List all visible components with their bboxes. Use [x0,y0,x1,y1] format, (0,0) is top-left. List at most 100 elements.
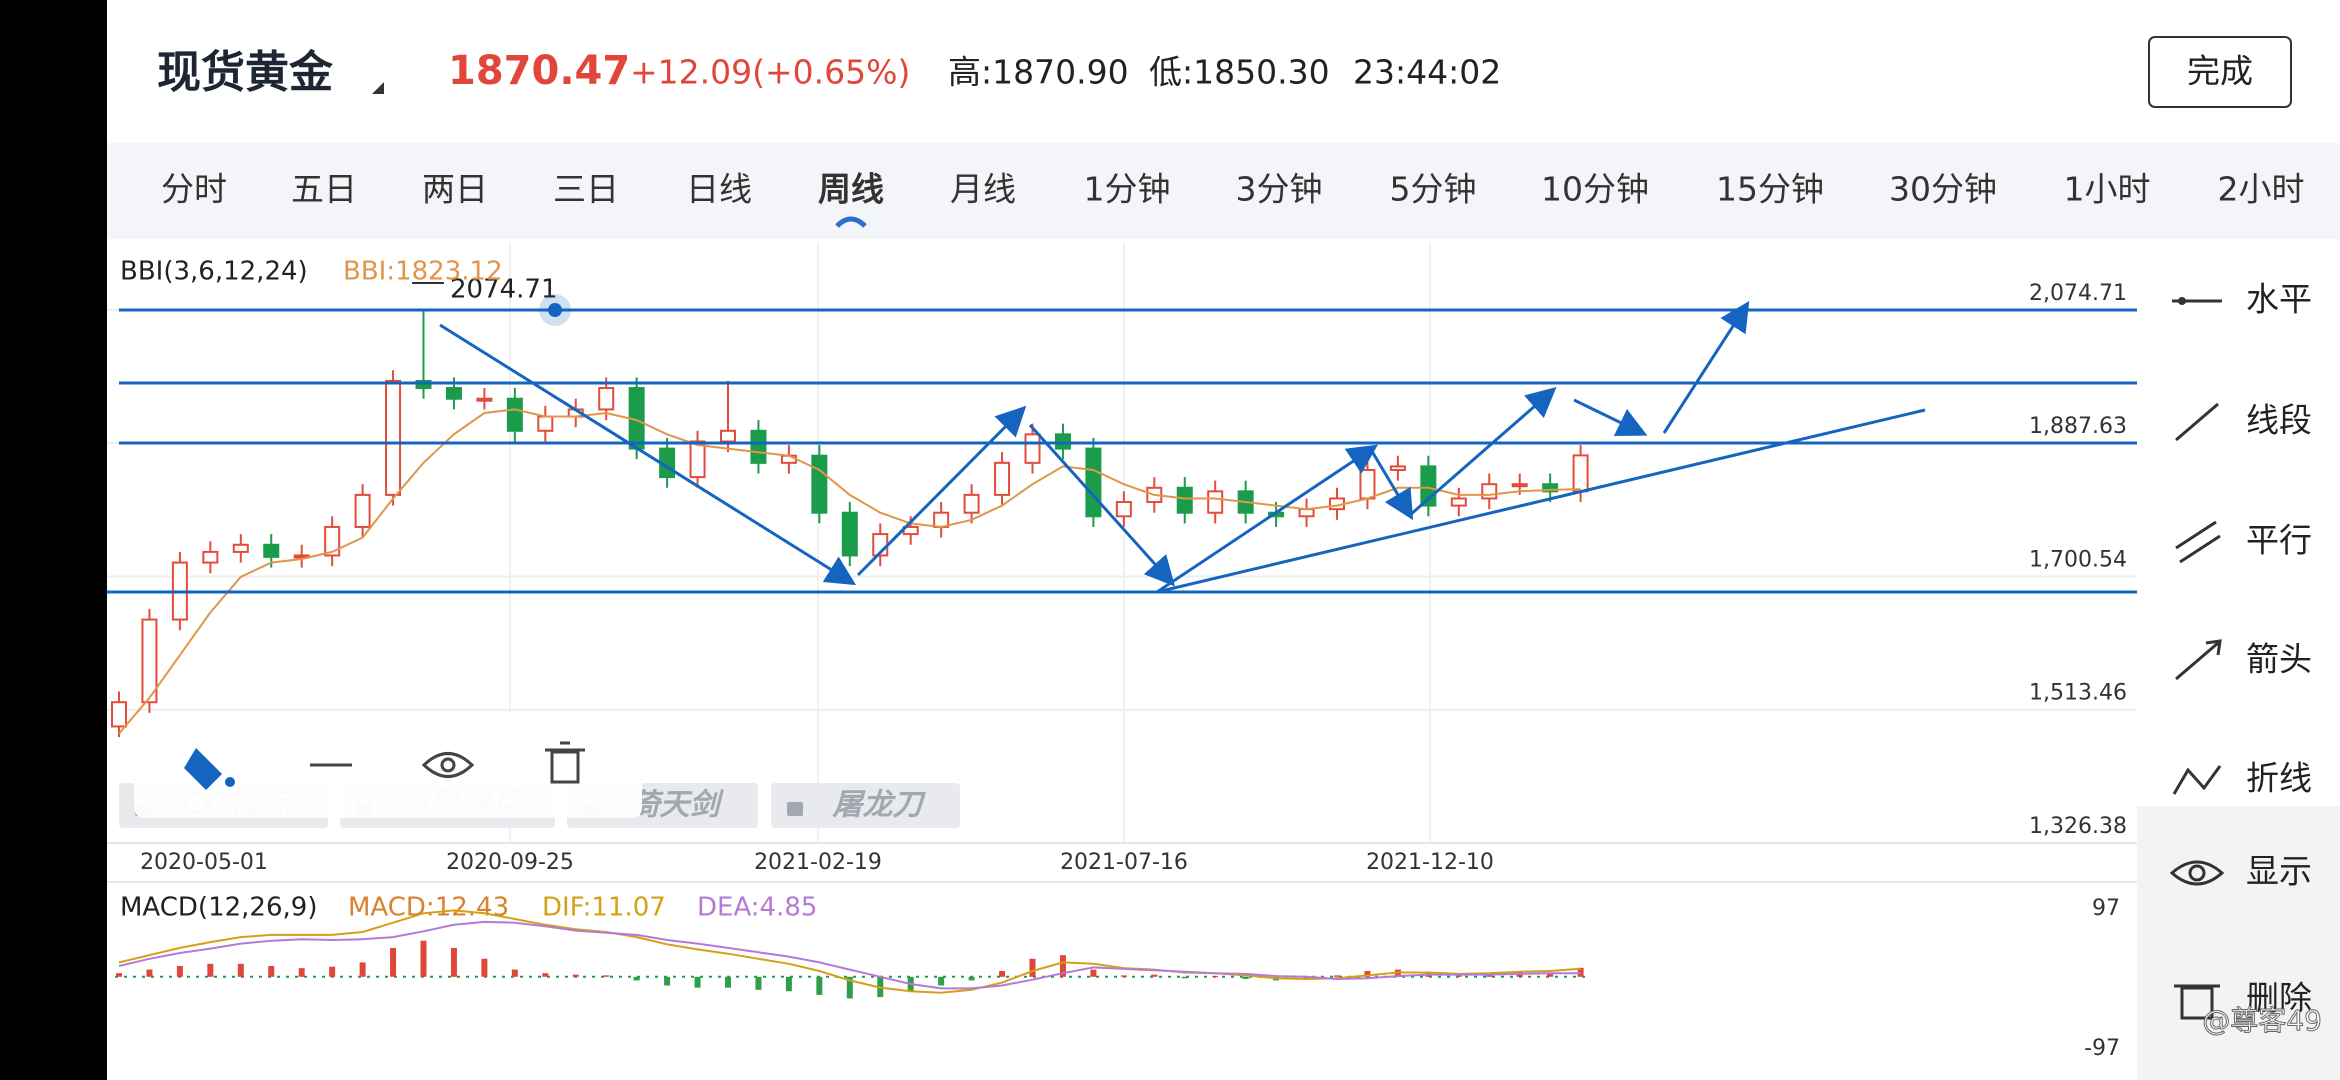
tab[interactable]: 1分钟 [1084,170,1171,209]
arrow-drawing[interactable] [1573,398,1648,437]
tab[interactable]: 1小时 [2064,170,2151,209]
macd-bar [1029,958,1036,977]
done-button[interactable] [2148,36,2292,108]
candle-body [720,429,736,443]
bbi-label: BBI:1823.12 [343,257,503,287]
trend-line[interactable] [1156,408,1926,594]
dea-value: DEA:4.85 [697,893,817,923]
tool-icon[interactable] [2175,520,2221,564]
watermark: @尊客49 [2202,1004,2322,1037]
tab[interactable]: 三日 [553,170,619,209]
eye-icon[interactable] [421,752,475,778]
tool-label[interactable]: 线段 [2246,401,2312,440]
tool-icon[interactable] [2175,402,2219,442]
locked-chip[interactable] [771,783,960,828]
tool-label[interactable]: 删除 [2246,979,2312,1018]
title[interactable]: 现货黄金 [157,47,334,98]
macd-bar [1455,974,1462,977]
arrow-drawing[interactable] [439,323,857,586]
x-tick-label: 2020-05-01 [140,850,268,875]
candle-body [1054,433,1071,450]
arrow-drawing[interactable] [1662,300,1750,434]
icon-part [2175,402,2219,442]
tool-icon[interactable] [2169,860,2225,886]
tab[interactable]: 日线 [686,170,752,209]
macd-bar [1120,975,1127,977]
macd-bar [329,966,336,977]
macd-bar [268,965,275,977]
chip-label[interactable]: 倚天剑 [630,788,725,823]
macd-bar [603,975,610,977]
arrow-drawing[interactable] [1156,444,1378,594]
dif-line [118,909,1581,994]
tool-label[interactable]: 显示 [2246,852,2312,891]
left-bar [0,0,107,1080]
candle-body [1481,483,1498,500]
candle-body [324,525,341,557]
tool-icon[interactable] [2175,639,2222,681]
macd-bar [846,976,853,999]
anchor-dot[interactable] [548,303,562,317]
tab[interactable]: 10分钟 [1541,170,1649,209]
tool-label[interactable]: 水平 [2246,280,2312,319]
chip-label[interactable]: 屠龙刀 [832,788,927,823]
macd-bar [481,958,488,977]
tool-icon[interactable] [2174,984,2220,1020]
tab[interactable]: 15分钟 [1716,170,1824,209]
tab[interactable]: 月线 [950,170,1016,209]
candle-body [111,701,127,728]
tab[interactable]: 5分钟 [1390,170,1477,209]
candle-body [1542,483,1559,493]
macd-bar [1059,955,1066,977]
macd-bar [176,965,183,977]
candle-body [141,618,158,704]
tab[interactable]: 3分钟 [1236,170,1323,209]
macd-bar [694,976,701,988]
tab[interactable]: 五日 [291,170,357,209]
x-tick-label: 2021-02-19 [754,850,882,875]
icon-part [2169,860,2225,886]
tool-icon[interactable] [2172,765,2222,795]
tab[interactable]: 周线 [818,170,884,209]
tool-label[interactable]: 平行 [2246,521,2312,560]
arrow-drawing[interactable] [1028,423,1176,587]
macd-bar [1212,976,1219,978]
macd-bar [664,976,671,986]
tool-label[interactable]: 折线 [2246,759,2312,798]
candle-body [202,550,219,564]
trash-icon[interactable] [545,741,585,784]
macd-bar [999,971,1006,977]
y-tick-label: 2,074.71 [2029,281,2127,306]
macd-bar [390,947,397,977]
tool-icon[interactable] [2172,297,2222,305]
tab[interactable]: 2小时 [2218,170,2305,209]
macd-label: MACD(12,26,9) [120,893,317,923]
candle-body [963,493,980,514]
tab[interactable]: 两日 [422,170,488,209]
candle-body [1572,454,1589,493]
icon-part [2178,297,2186,305]
candle-body [841,511,858,557]
x-tick-label: 2020-09-25 [446,850,574,875]
candle-body [232,543,249,553]
y-tick-label: 1,700.54 [2029,547,2127,572]
candle-body [1085,447,1102,518]
candle-body [445,387,462,400]
icon-part [2175,520,2217,550]
macd-bar [207,963,214,977]
arrow-drawing[interactable] [1409,387,1557,517]
macd-bar [237,963,244,977]
tool-label[interactable]: 箭头 [2246,640,2312,679]
arrow-drawing[interactable] [1368,447,1414,521]
change: +12.09(+0.65%) [630,53,910,92]
icon-part [2172,765,2222,795]
tab[interactable]: 30分钟 [1889,170,1997,209]
macd-bar [572,974,579,977]
y-tick-label: 1,887.63 [2029,414,2127,439]
candle-body [537,415,554,432]
arrow-drawing[interactable] [856,405,1027,577]
done-label[interactable]: 完成 [2187,52,2253,91]
macd-bar [633,976,640,981]
tab[interactable]: 分时 [161,170,227,209]
paint-icon[interactable] [184,748,235,790]
